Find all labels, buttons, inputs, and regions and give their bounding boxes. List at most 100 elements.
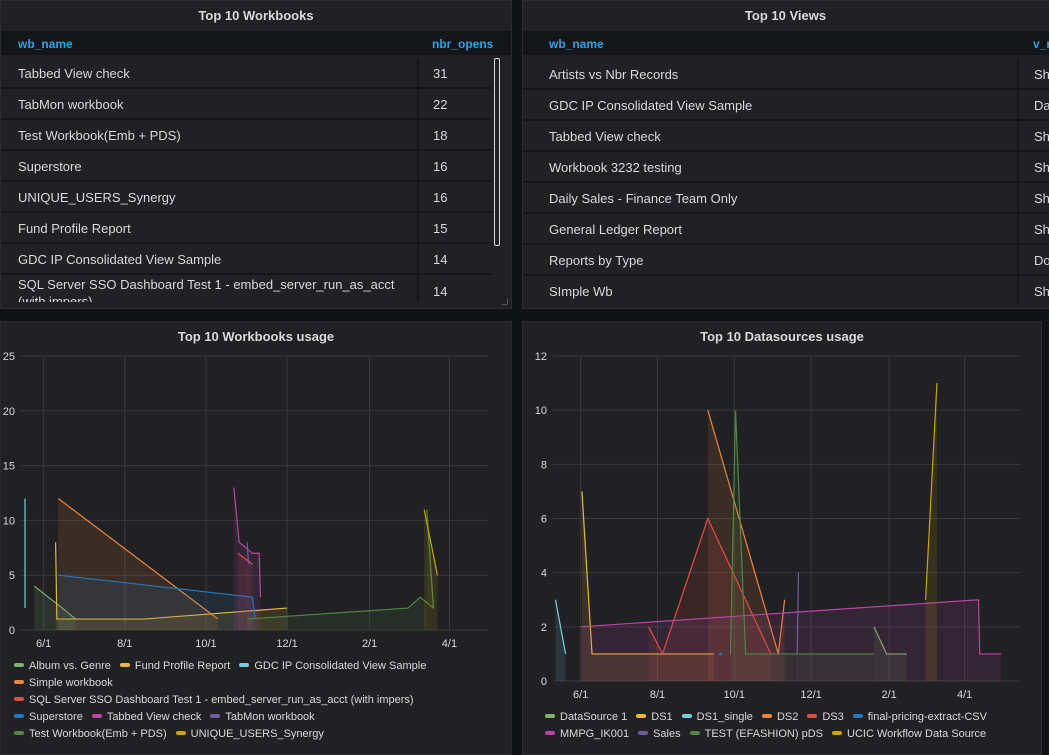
series-line — [423, 509, 439, 576]
legend-item[interactable]: Tabbed View check — [91, 709, 201, 726]
view-name-cell: General Ledger Report — [549, 222, 682, 237]
legend-item[interactable]: Superstore — [14, 709, 83, 726]
top-workbooks-panel: Top 10 Workbooks wb_name nbr_opens Tabbe… — [0, 0, 512, 309]
column-header-v-name[interactable]: v_n — [1033, 37, 1049, 51]
opens-cell: 16 — [433, 190, 448, 205]
table-body: Tabbed View check 31 TabMon workbook 22 Te… — [1, 58, 491, 302]
table-row: Artists vs Nbr Records Sh — [523, 59, 1049, 90]
view-name-cell: Workbook 3232 testing — [549, 160, 682, 175]
datasources-usage-chart[interactable]: 0 2 4 6 8 10 12 6/1 8/1 10/1 12/1 2/1 4/1 — [523, 322, 1042, 702]
legend-swatch — [832, 731, 842, 736]
y-tick-label: 8 — [541, 459, 547, 471]
legend-swatch — [14, 731, 24, 736]
wb-name-cell: Superstore — [18, 159, 82, 174]
view-second-cell: Do — [1034, 253, 1049, 268]
legend-swatch — [175, 731, 186, 736]
series-area — [237, 553, 253, 630]
view-name-cell: SImple Wb — [549, 284, 613, 299]
legend-label: GDC IP Consolidated View Sample — [254, 660, 427, 672]
x-tick-label: 4/1 — [442, 638, 457, 650]
view-name-cell: Daily Sales - Finance Team Only — [549, 191, 738, 206]
legend-item[interactable]: UCIC Workflow Data Source — [832, 726, 986, 743]
legend-item[interactable]: Simple workbook — [14, 675, 113, 692]
table-row: SImple Wb Sh — [523, 276, 1049, 304]
legend-label: UCIC Workflow Data Source — [847, 728, 987, 740]
series-area — [648, 518, 771, 681]
legend-item[interactable]: UNIQUE_USERS_Synergy — [175, 726, 324, 743]
opens-cell: 31 — [433, 66, 448, 81]
column-header-wb-name[interactable]: wb_name — [549, 37, 604, 51]
view-second-cell: Sh — [1034, 284, 1049, 299]
chart-title[interactable]: Top 10 Datasources usage — [700, 329, 864, 344]
legend-item[interactable]: final-pricing-extract-CSV — [852, 709, 987, 726]
x-tick-label: 2/1 — [881, 689, 896, 701]
column-header-wb-name[interactable]: wb_name — [18, 37, 73, 51]
x-tick-label: 8/1 — [650, 689, 665, 701]
legend-item[interactable]: DS1 — [636, 709, 673, 726]
legend-label: TEST (EFASHION) pDS — [704, 728, 823, 740]
series-line — [580, 599, 1002, 655]
legend-label: TabMon workbook — [225, 711, 315, 723]
legend-swatch — [545, 714, 555, 719]
series-line — [54, 542, 288, 620]
x-tick-label: 10/1 — [724, 689, 745, 701]
legend-item[interactable]: SQL Server SSO Dashboard Test 1 - embed_… — [14, 692, 414, 709]
legend-item[interactable]: Album vs. Genre — [14, 658, 111, 675]
view-second-cell: Sh — [1034, 67, 1049, 82]
panel-title[interactable]: Top 10 Views — [744, 8, 827, 23]
column-header-nbr-opens[interactable]: nbr_opens — [432, 37, 494, 51]
legend-label: Simple workbook — [29, 677, 113, 689]
series-line — [924, 383, 938, 600]
wb-name-cell: GDC IP Consolidated View Sample — [18, 252, 222, 267]
table-header: wb_name nbr_opens — [1, 31, 511, 55]
legend-swatch — [14, 697, 24, 702]
y-tick-label: 15 — [3, 461, 15, 473]
series-point — [718, 652, 722, 656]
panel-resize-handle[interactable] — [502, 299, 508, 305]
legend-item[interactable]: Sales — [638, 726, 681, 743]
chart-title[interactable]: Top 10 Workbooks usage — [177, 329, 335, 344]
series-area — [925, 383, 937, 681]
workbooks-usage-chart[interactable]: 0 5 10 15 20 25 6/1 8/1 10/1 12/1 2/1 4/1 — [1, 322, 512, 652]
legend-item[interactable]: DataSource 1 — [545, 709, 627, 726]
workbooks-usage-panel: Top 10 Workbooks usage 0 5 10 15 20 25 6/1 8/1 1… — [0, 321, 512, 755]
series-area — [58, 575, 256, 630]
chart-legend: DataSource 1 DS1 DS1_single DS2 DS3 final-pri… — [545, 709, 1025, 743]
legend-swatch — [14, 680, 24, 685]
series-line — [648, 516, 772, 656]
legend-item[interactable]: GDC IP Consolidated View Sample — [239, 658, 426, 675]
y-tick-label: 6 — [541, 514, 547, 526]
table-row: GDC IP Consolidated View Sample 14 — [1, 244, 491, 275]
opens-cell: 14 — [433, 284, 448, 299]
wb-name-cell: TabMon workbook — [18, 97, 124, 112]
view-name-cell: GDC IP Consolidated View Sample — [549, 98, 753, 113]
legend-item[interactable]: DS2 — [761, 709, 798, 726]
x-tick-label: 6/1 — [573, 689, 588, 701]
x-tick-label: 6/1 — [36, 638, 51, 650]
legend-item[interactable]: Fund Profile Report — [119, 658, 231, 675]
series-area — [233, 487, 261, 630]
wb-name-cell: Test Workbook(Emb + PDS) — [18, 128, 181, 143]
table-row: Superstore 16 — [1, 151, 491, 182]
legend-item[interactable]: Test Workbook(Emb + PDS) — [14, 726, 167, 743]
panel-title[interactable]: Top 10 Workbooks — [198, 8, 314, 23]
table-row: Daily Sales - Finance Team Only Sh — [523, 183, 1049, 214]
legend-swatch — [14, 663, 24, 668]
opens-cell: 16 — [433, 159, 448, 174]
legend-item[interactable]: TabMon workbook — [210, 709, 315, 726]
y-tick-label: 0 — [9, 625, 15, 637]
legend-item[interactable]: TEST (EFASHION) pDS — [689, 726, 823, 743]
view-second-cell: Sh — [1034, 160, 1049, 175]
legend-label: DataSource 1 — [560, 711, 628, 723]
legend-swatch — [210, 714, 221, 719]
legend-label: Fund Profile Report — [134, 660, 231, 672]
legend-swatch — [807, 714, 818, 719]
legend-item[interactable]: DS1_single — [681, 709, 753, 726]
view-name-cell: Artists vs Nbr Records — [549, 67, 679, 82]
datasources-usage-panel: Top 10 Datasources usage 0 2 4 6 8 10 12 6/1 8/1… — [522, 321, 1042, 755]
legend-item[interactable]: MMPG_IK001 — [545, 726, 629, 743]
view-second-cell: Sh — [1034, 222, 1049, 237]
table-scrollbar[interactable] — [494, 58, 500, 246]
opens-cell: 14 — [433, 252, 448, 267]
legend-item[interactable]: DS3 — [807, 709, 844, 726]
